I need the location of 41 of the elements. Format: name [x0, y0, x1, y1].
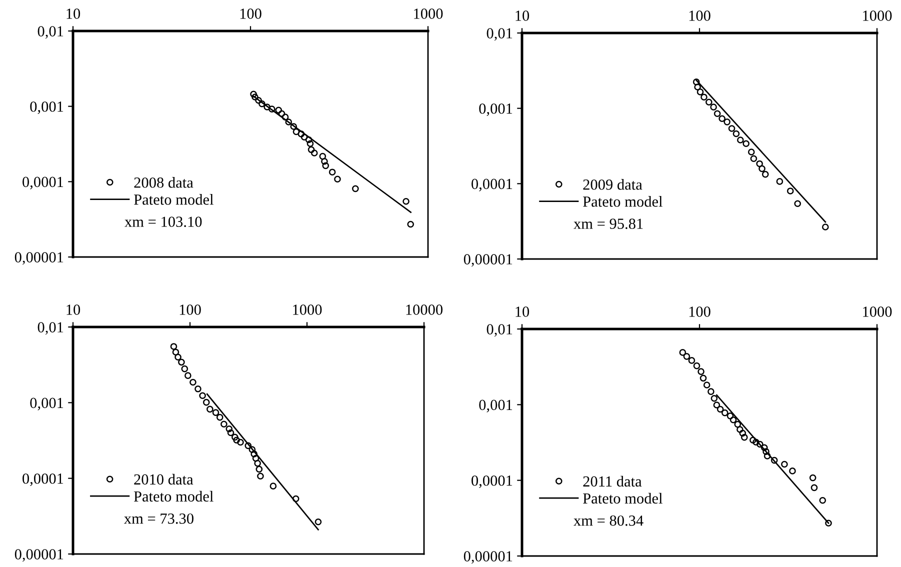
y-tick-label: 0,0001: [22, 176, 64, 190]
y-tick-label: 0,01: [38, 26, 64, 39]
x-tick-label: 1000: [293, 304, 322, 315]
x-tick-label: 1000: [863, 10, 892, 21]
y-tick-label: 0,00001: [464, 551, 512, 564]
legend-label: 2011 data: [583, 476, 642, 487]
x-tick-label: 10: [516, 306, 530, 317]
x-tick-label: 100: [689, 306, 710, 317]
y-tick-label: 0,001: [30, 101, 64, 114]
y-tick-label: 0,0001: [22, 473, 64, 486]
x-tick-label: 10000: [406, 304, 443, 315]
y-tick-label: 0,0001: [472, 475, 512, 488]
annotation: xm = 73.30: [124, 513, 194, 524]
y-tick-label: 0,00001: [14, 549, 64, 562]
x-tick-label: 1000: [414, 8, 443, 19]
legend-label: Pateto model: [583, 492, 662, 504]
legend-label: Pateto model: [134, 194, 214, 205]
annotation: xm = 95.81: [574, 218, 643, 229]
y-tick-label: 0,01: [486, 28, 512, 41]
y-tick-label: 0,01: [38, 322, 64, 335]
x-tick-label: 100: [240, 8, 262, 19]
y-tick-label: 0,001: [479, 103, 512, 116]
x-tick-label: 100: [180, 304, 201, 315]
legend-label: Pateto model: [134, 490, 214, 502]
x-tick-label: 10: [516, 10, 530, 21]
legend-label: 2010 data: [134, 474, 194, 485]
x-tick-label: 10: [66, 304, 80, 315]
annotation: xm = 80.34: [574, 515, 644, 526]
legend-label: 2008 data: [134, 177, 194, 188]
annotation: xm = 103.10: [124, 216, 202, 227]
y-tick-label: 0,00001: [14, 252, 64, 265]
y-tick-label: 0,001: [30, 398, 64, 410]
legend-label: Pateto model: [583, 196, 662, 207]
x-tick-label: 100: [689, 10, 710, 21]
y-tick-label: 0,00001: [464, 254, 512, 267]
x-tick-label: 10: [66, 8, 80, 19]
y-tick-label: 0,001: [479, 400, 512, 412]
legend-label: 2009 data: [583, 179, 642, 190]
y-tick-label: 0,01: [486, 324, 512, 337]
x-tick-label: 1000: [863, 306, 892, 317]
y-tick-label: 0,0001: [472, 178, 512, 192]
